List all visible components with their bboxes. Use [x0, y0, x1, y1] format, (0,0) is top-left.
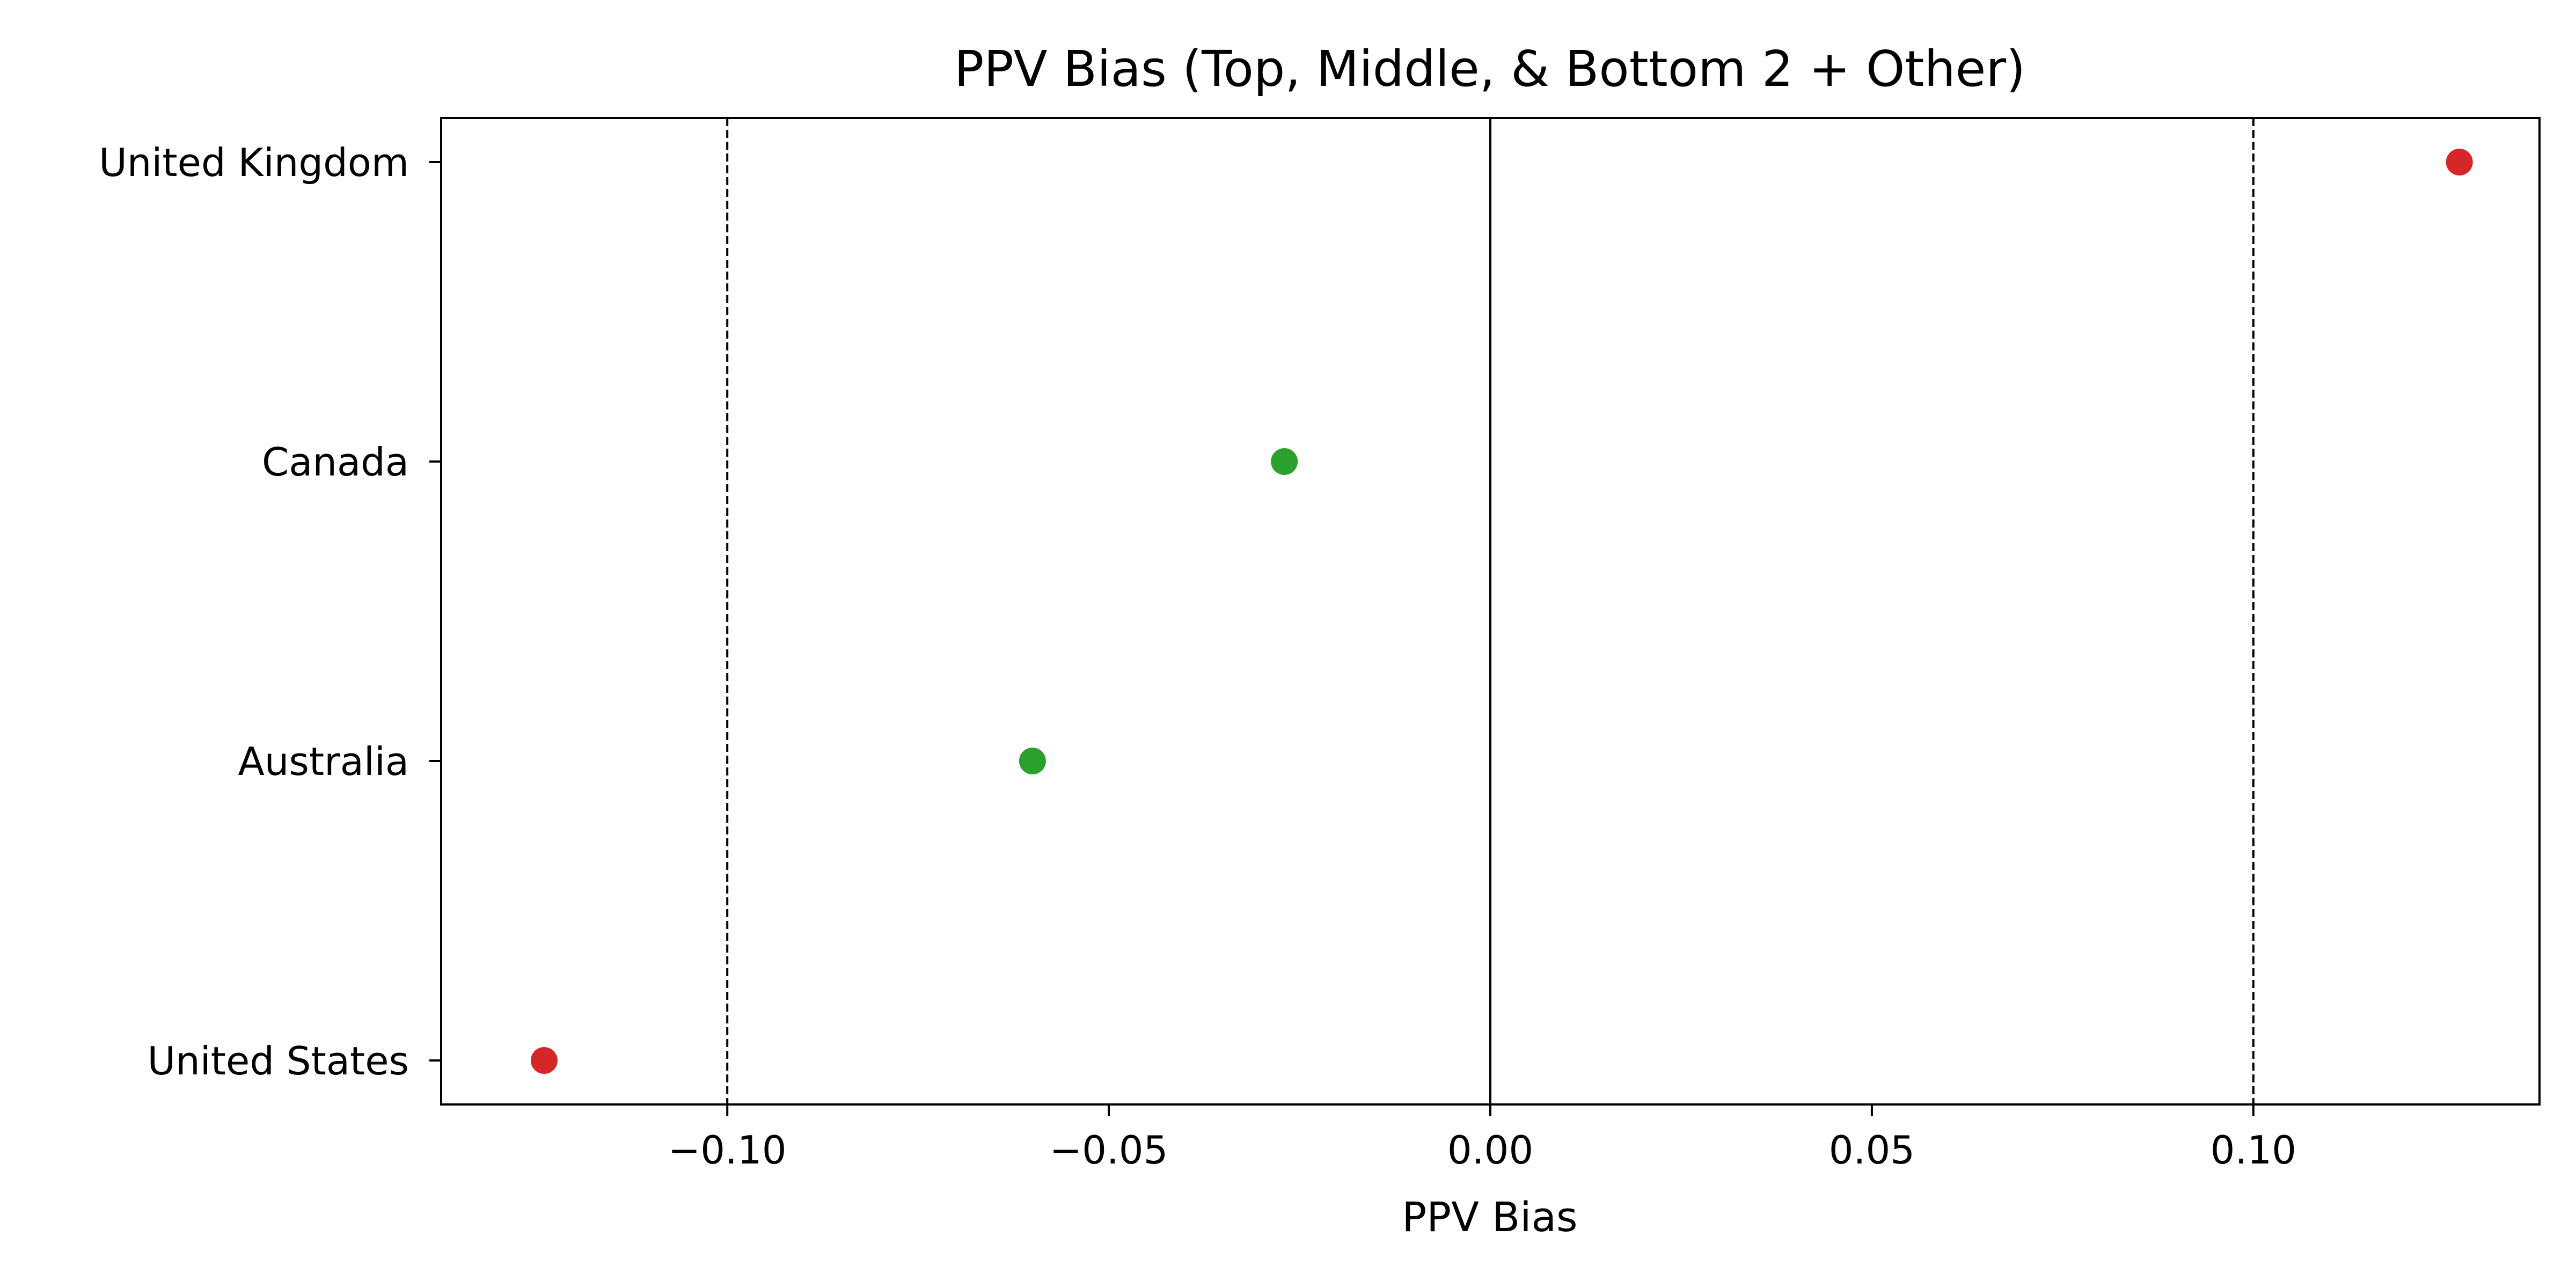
data-point-united-kingdom [2446, 149, 2473, 175]
data-points [530, 149, 2473, 1074]
x-tick-label-0: −0.10 [668, 1128, 787, 1173]
x-tick-label-4: 0.10 [2211, 1128, 2296, 1173]
reference-lines [726, 118, 2255, 1104]
data-point-australia [1019, 748, 1046, 774]
plot-area-frame [440, 117, 2541, 1106]
x-tick-label-2: 0.00 [1447, 1128, 1533, 1173]
data-point-united-states [530, 1047, 558, 1074]
y-tick-label-2: Australia [238, 739, 409, 784]
x-axis-ticks: −0.10 −0.05 0.00 0.05 0.10 [668, 1104, 2296, 1173]
x-axis-label: PPV Bias [1402, 1193, 1577, 1241]
y-tick-label-1: Canada [262, 440, 409, 485]
y-axis-ticks: United Kingdom Canada Australia United Stat… [99, 140, 441, 1084]
chart-title: PPV Bias (Top, Middle, & Bottom 2 + Othe… [954, 40, 2025, 98]
data-point-canada [1271, 448, 1298, 475]
x-tick-label-3: 0.05 [1829, 1128, 1915, 1173]
y-tick-label-0: United Kingdom [99, 140, 409, 185]
x-tick-label-1: −0.05 [1050, 1128, 1168, 1173]
y-tick-label-3: United States [147, 1038, 409, 1084]
